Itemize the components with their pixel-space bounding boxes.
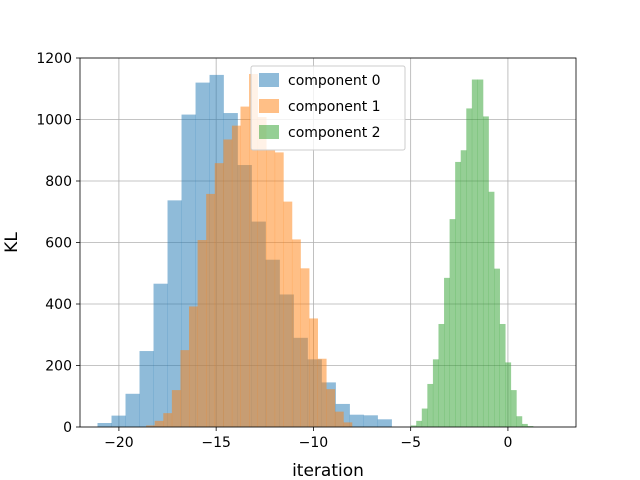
histogram-bar-series-2 bbox=[455, 161, 462, 427]
histogram-bar-series-2 bbox=[444, 277, 450, 427]
histogram-bar-series-1 bbox=[223, 139, 233, 428]
x-tick-label: −20 bbox=[104, 435, 134, 451]
histogram-bar-series-1 bbox=[197, 240, 207, 427]
x-tick-label: −15 bbox=[201, 435, 231, 451]
histogram-bar-series-0 bbox=[97, 423, 112, 427]
y-tick-label: 0 bbox=[63, 420, 72, 436]
histogram-bar-series-1 bbox=[163, 413, 173, 427]
histogram-bar-series-1 bbox=[309, 318, 318, 427]
histogram-bar-series-1 bbox=[300, 268, 310, 427]
y-tick-label: 200 bbox=[45, 359, 72, 375]
legend-swatch bbox=[259, 99, 279, 113]
bars-layer bbox=[97, 73, 534, 428]
histogram-bar-series-1 bbox=[180, 350, 190, 427]
histogram-bar-series-2 bbox=[460, 150, 467, 427]
y-tick-label: 400 bbox=[45, 297, 72, 313]
histogram-bar-series-1 bbox=[154, 420, 164, 427]
histogram-bar-series-2 bbox=[494, 268, 500, 427]
legend-box bbox=[250, 65, 406, 151]
histogram-bar-series-1 bbox=[240, 106, 250, 428]
histogram-bar-series-0 bbox=[139, 351, 154, 427]
y-tick-label: 600 bbox=[45, 236, 72, 252]
histogram-bar-series-1 bbox=[283, 201, 293, 427]
histogram-bar-series-2 bbox=[482, 116, 489, 428]
histogram-bar-series-0 bbox=[167, 200, 182, 427]
legend-swatch bbox=[259, 125, 279, 139]
histogram-bar-series-1 bbox=[343, 422, 353, 427]
y-axis-label: KL bbox=[2, 232, 22, 253]
histogram-bar-series-1 bbox=[171, 390, 181, 427]
x-axis-label: iteration bbox=[292, 461, 364, 480]
histogram-bar-series-1 bbox=[317, 358, 327, 427]
legend-swatch bbox=[259, 73, 279, 87]
histogram-bar-series-2 bbox=[527, 426, 534, 427]
histogram-bar-series-2 bbox=[488, 191, 495, 427]
x-tick-label: 0 bbox=[503, 435, 512, 451]
histogram-bar-series-2 bbox=[516, 416, 523, 427]
y-tick-label: 1000 bbox=[36, 113, 72, 129]
histogram-bar-series-1 bbox=[274, 152, 284, 427]
legend-entry: component 0 bbox=[288, 73, 381, 89]
histogram-bar-series-1 bbox=[231, 125, 241, 428]
histogram-bar-series-1 bbox=[249, 73, 258, 428]
histogram-bar-series-1 bbox=[189, 306, 198, 427]
histogram-bar-series-1 bbox=[146, 425, 156, 427]
histogram-bar-series-0 bbox=[377, 419, 392, 427]
histogram-bar-series-1 bbox=[334, 411, 344, 427]
histogram-bar-series-0 bbox=[349, 414, 364, 427]
histogram-bar-series-2 bbox=[477, 79, 484, 428]
y-tick-label: 800 bbox=[45, 174, 72, 190]
histogram-bar-series-2 bbox=[421, 408, 428, 427]
legend-entry: component 2 bbox=[288, 125, 381, 141]
y-tick-label: 1200 bbox=[36, 51, 72, 67]
x-tick-label: −10 bbox=[299, 435, 329, 451]
legend-entry: component 1 bbox=[288, 99, 381, 115]
histogram-bar-series-1 bbox=[291, 239, 301, 427]
histogram-bar-series-2 bbox=[427, 383, 434, 427]
histogram-bar-series-2 bbox=[416, 420, 423, 427]
histogram-bar-series-2 bbox=[410, 425, 417, 427]
histogram-bar-series-2 bbox=[449, 219, 456, 427]
histogram-bar-series-1 bbox=[326, 389, 336, 427]
histogram-bar-series-1 bbox=[214, 163, 224, 428]
x-tick-label: −5 bbox=[400, 435, 421, 451]
histogram-bar-series-0 bbox=[111, 415, 126, 427]
histogram-bar-series-2 bbox=[438, 323, 445, 427]
histogram-bar-series-0 bbox=[153, 283, 168, 427]
legend: component 0 component 1 component 2 bbox=[250, 65, 406, 151]
histogram-bar-series-2 bbox=[510, 390, 517, 427]
axes-layer: −20 −15 −10 −5 0 0 200 400 600 800 1000 1200 bbox=[36, 51, 577, 451]
histogram-bar-series-0 bbox=[363, 415, 378, 427]
histogram-bar-series-2 bbox=[432, 359, 439, 427]
histogram-bar-series-1 bbox=[206, 193, 216, 427]
histogram-bar-series-2 bbox=[471, 79, 478, 428]
histogram-bar-series-2 bbox=[466, 108, 473, 428]
histogram-bar-series-1 bbox=[257, 117, 267, 427]
histogram-bar-series-2 bbox=[505, 362, 512, 427]
histogram-bar-series-1 bbox=[266, 150, 276, 427]
histogram-bar-series-2 bbox=[499, 323, 506, 427]
histogram-bar-series-0 bbox=[125, 393, 140, 427]
histogram-bar-series-2 bbox=[521, 423, 528, 427]
